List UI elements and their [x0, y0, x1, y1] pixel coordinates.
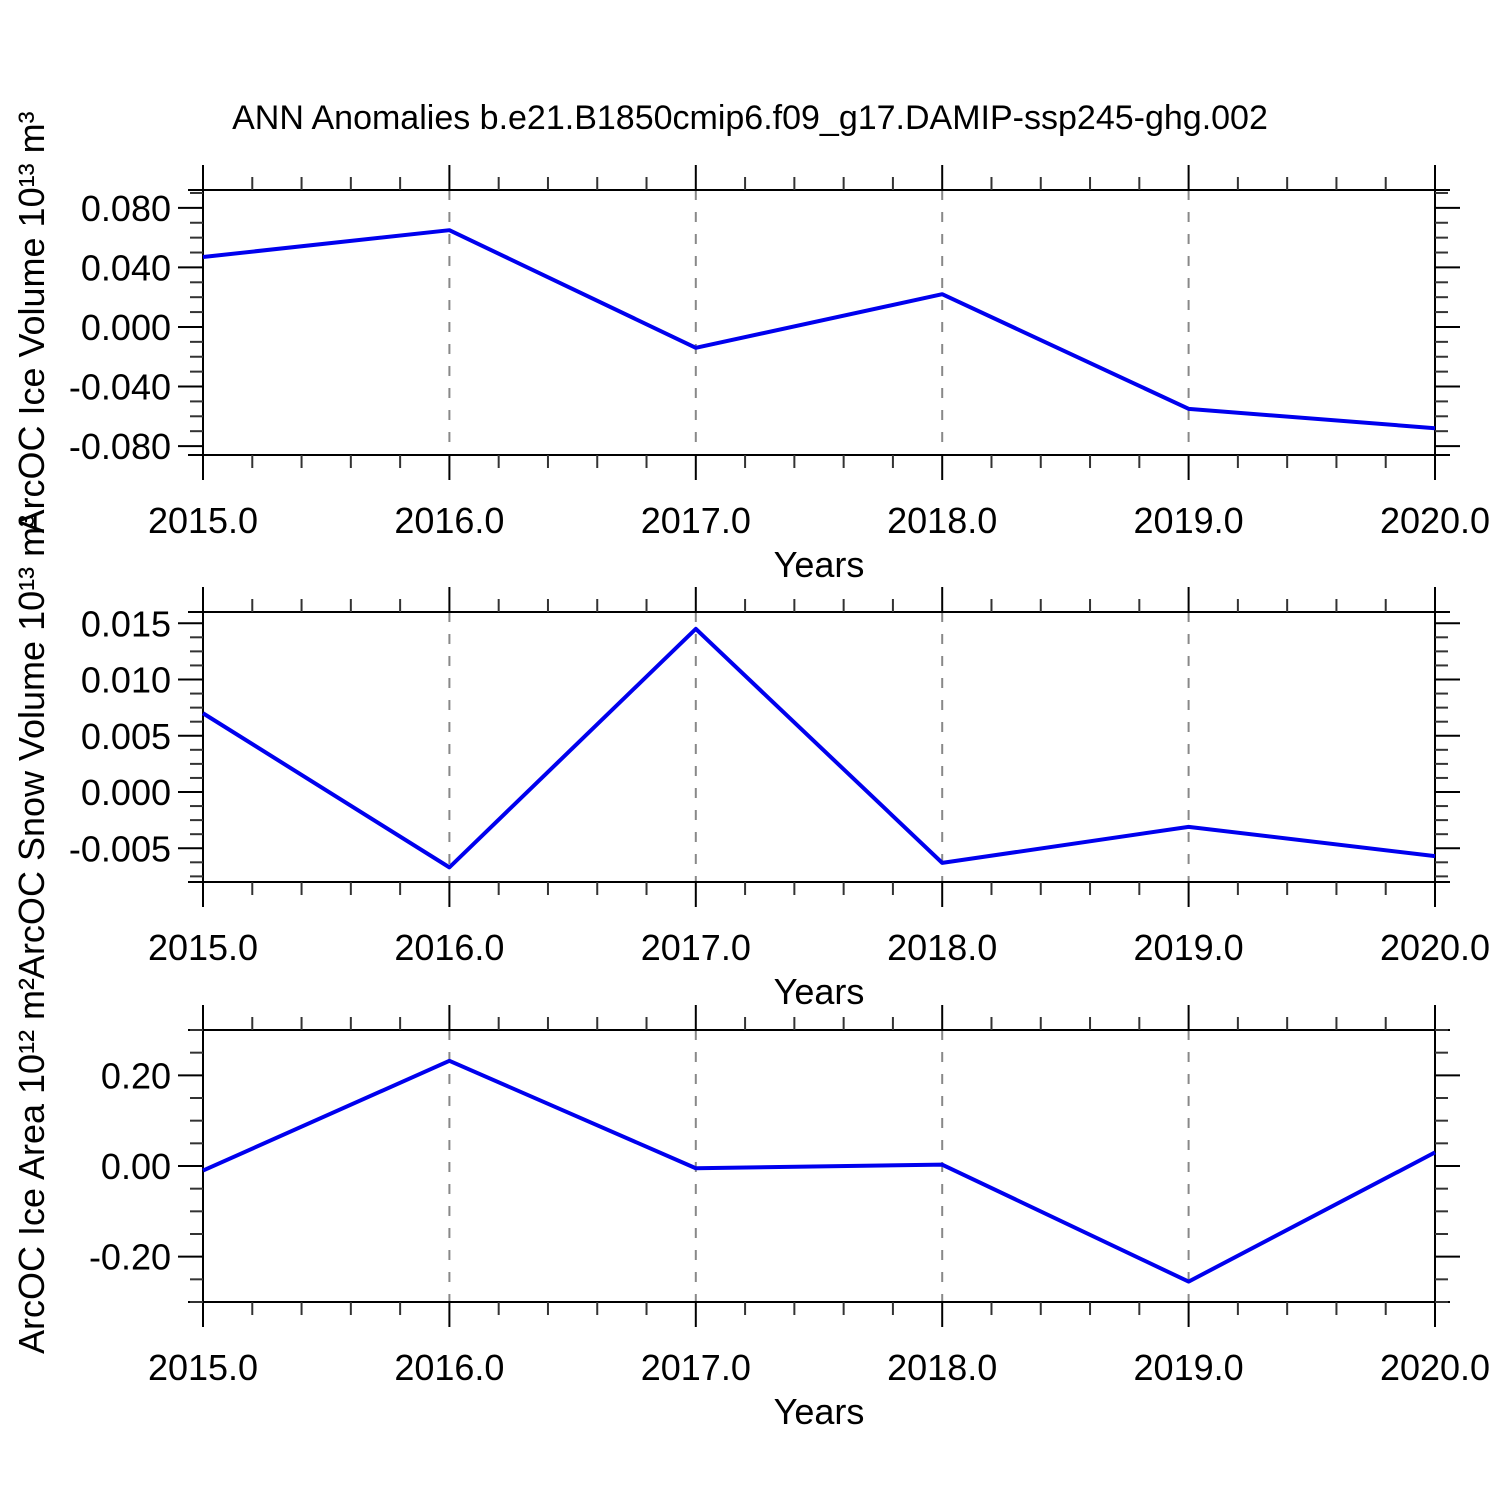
x-tick-label: 2019.0 [1134, 927, 1244, 968]
subplot-1: 2015.0 2016.0 2017.0 2018.0 2019.0 2020.0 0.08… [11, 111, 1490, 585]
subplot-2: 2015.0 2016.0 2017.0 2018.0 2019.0 2020.0 0.01… [11, 515, 1490, 1012]
x-tick-label: 2017.0 [641, 1347, 751, 1388]
plot-box [202, 611, 1436, 883]
x-tick-label: 2019.0 [1134, 1347, 1244, 1388]
y-tick-label: 0.20 [101, 1055, 171, 1096]
y-tick-label: -0.040 [69, 367, 171, 408]
x-tick-label: 2017.0 [641, 927, 751, 968]
x-tick-label: 2015.0 [148, 927, 258, 968]
y-tick-label: 0.040 [81, 247, 171, 288]
x-axis-title: Years [774, 1391, 865, 1432]
y-tick-label: 0.080 [81, 188, 171, 229]
y-tick-label: 0.000 [81, 307, 171, 348]
y-tick-label: 0.015 [81, 603, 171, 644]
x-tick-label: 2020.0 [1380, 1347, 1490, 1388]
subplot-3: 2015.0 2016.0 2017.0 2018.0 2019.0 2020.0 0.20… [11, 978, 1490, 1432]
x-tick-label: 2018.0 [887, 927, 997, 968]
x-tick-label: 2016.0 [394, 927, 504, 968]
y-axis-title: ArcOC Snow Volume 10¹³ m³ [11, 515, 52, 979]
y-axis-title: ArcOC Ice Area 10¹² m² [11, 978, 52, 1354]
y-tick-label: 0.005 [81, 716, 171, 757]
plot-box [202, 189, 1436, 456]
chart-title: ANN Anomalies b.e21.B1850cmip6.f09_g17.D… [232, 99, 1268, 137]
x-tick-label: 2019.0 [1134, 500, 1244, 541]
x-tick-label: 2017.0 [641, 500, 751, 541]
x-tick-label: 2020.0 [1380, 500, 1490, 541]
subplot-2-data-line [201, 626, 1436, 870]
y-tick-label: -0.20 [89, 1237, 171, 1278]
x-axis-title: Years [774, 971, 865, 1012]
x-tick-label: 2015.0 [148, 1347, 258, 1388]
y-tick-label: 0.010 [81, 660, 171, 701]
y-tick-label: 0.00 [101, 1146, 171, 1187]
x-tick-label: 2016.0 [394, 500, 504, 541]
y-tick-label: 0.000 [81, 772, 171, 813]
x-tick-label: 2015.0 [148, 500, 258, 541]
y-tick-label: -0.080 [69, 426, 171, 467]
subplot-1-data-line [202, 228, 1436, 431]
y-tick-label: -0.005 [69, 828, 171, 869]
y-axis-title: ArcOC Ice Volume 10¹³ m³ [11, 111, 52, 533]
x-tick-label: 2018.0 [887, 500, 997, 541]
subplot-3-data-line [202, 1058, 1436, 1284]
x-tick-label: 2018.0 [887, 1347, 997, 1388]
x-tick-label: 2016.0 [394, 1347, 504, 1388]
x-axis-title: Years [774, 544, 865, 585]
x-tick-label: 2020.0 [1380, 927, 1490, 968]
